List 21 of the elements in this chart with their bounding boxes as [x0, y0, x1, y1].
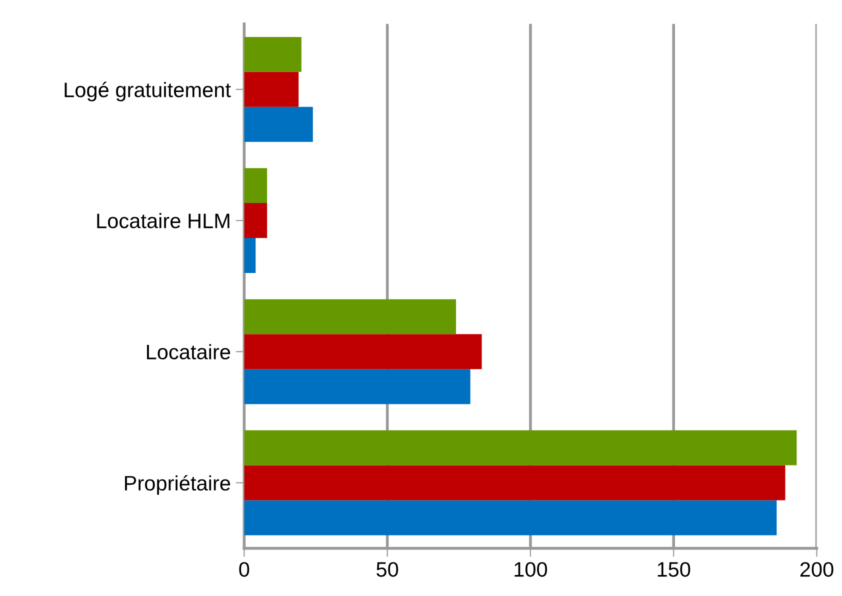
x-tick-label: 100: [514, 562, 548, 577]
y-tick-label: Locataire HLM: [97, 212, 230, 228]
bar: [244, 299, 456, 334]
bar: [244, 238, 256, 273]
bar: [244, 430, 797, 466]
x-tick-label: 0: [239, 562, 250, 577]
bar: [244, 72, 299, 107]
bar: [244, 168, 268, 204]
bar: [244, 369, 470, 404]
x-tick-label: 150: [658, 562, 690, 577]
bar: [244, 334, 482, 370]
y-tick-label: Locataire: [147, 344, 230, 360]
bar: [244, 500, 777, 536]
bar: [244, 106, 313, 142]
bar: [244, 36, 302, 72]
y-tick-label: Propriétaire: [125, 475, 230, 495]
x-tick-label: 200: [800, 562, 834, 577]
bar: [244, 465, 786, 500]
bar: [244, 203, 268, 238]
x-tick-label: 50: [376, 562, 398, 577]
y-tick-label: Logé gratuitement: [64, 82, 231, 102]
